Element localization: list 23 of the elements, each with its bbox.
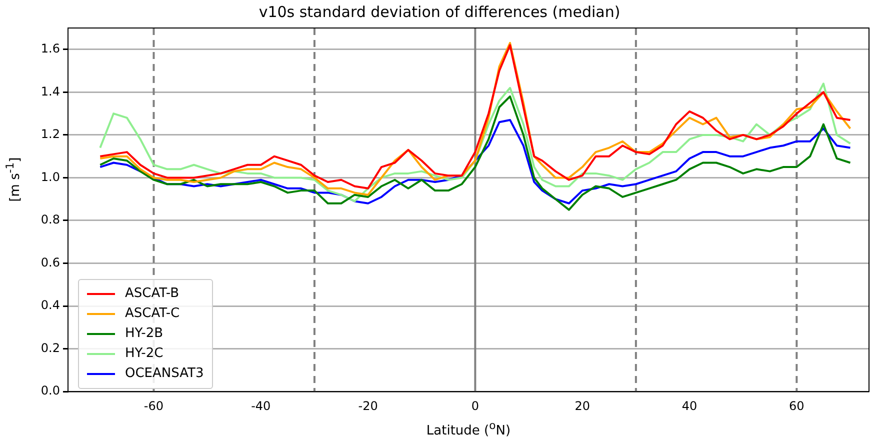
x-tick-label: 0 bbox=[471, 398, 480, 413]
y-tick-label: 0.2 bbox=[40, 340, 60, 355]
y-tick-label: 1.0 bbox=[40, 170, 60, 184]
y-tick-label: 0.6 bbox=[40, 255, 60, 270]
x-tick-label: 40 bbox=[682, 398, 698, 413]
legend-label: HY-2B bbox=[125, 325, 164, 343]
x-tick-label: -40 bbox=[251, 398, 271, 413]
legend-label: HY-2C bbox=[125, 345, 164, 363]
legend-label: ASCAT-B bbox=[125, 285, 179, 303]
y-tick-label: 0.4 bbox=[40, 298, 60, 312]
y-tick-label: 0.0 bbox=[40, 384, 60, 398]
chart-title: v10s standard deviation of differences (median) bbox=[258, 2, 620, 21]
legend-label: OCEANSAT3 bbox=[125, 365, 204, 383]
y-tick-label: 0.8 bbox=[40, 212, 60, 227]
legend-label: ASCAT-C bbox=[125, 305, 180, 323]
x-tick-label: -20 bbox=[358, 398, 378, 413]
x-tick-label: -60 bbox=[144, 398, 164, 413]
x-axis-title: Latitude ($^{o}$N) bbox=[425, 418, 512, 438]
x-tick-label: 20 bbox=[574, 398, 590, 413]
y-tick-label: 1.6 bbox=[40, 42, 60, 56]
y-tick-label: 1.2 bbox=[40, 127, 60, 142]
x-tick-label: 60 bbox=[789, 398, 804, 413]
y-tick-label: 1.4 bbox=[40, 84, 60, 98]
